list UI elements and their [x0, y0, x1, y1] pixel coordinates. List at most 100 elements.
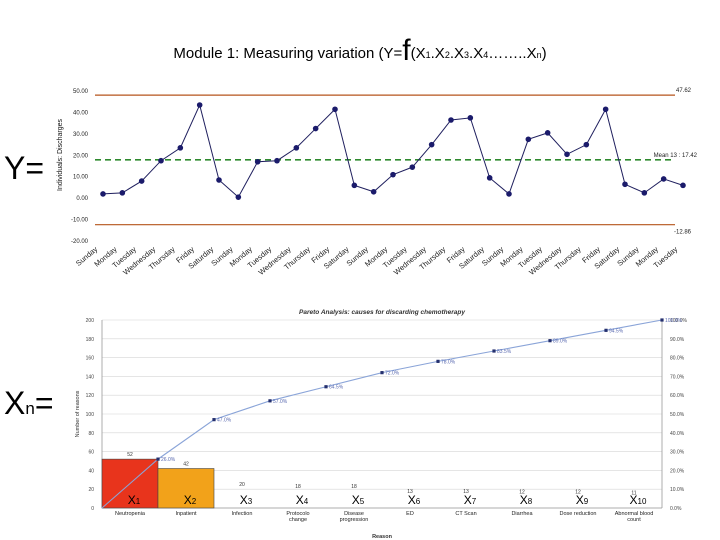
data-point — [409, 164, 416, 170]
y-tick-label: 60 — [88, 450, 94, 456]
x-tick-label: Neutropenia — [115, 511, 146, 517]
x-tick-label-line: Protocolo — [286, 511, 309, 517]
ucl-label: 47.62 — [676, 88, 692, 94]
y-axis-title: Number of reasons — [75, 390, 81, 437]
y-equals-label: Y= — [4, 150, 45, 186]
x-annotation: X4 — [296, 493, 309, 507]
x-tick-label: Diarrhea — [511, 511, 533, 517]
x-annotation: X10 — [630, 493, 647, 507]
x-tick-label-line: Disease — [344, 511, 364, 517]
cumulative-point — [324, 385, 328, 389]
bar-value-label: 52 — [127, 452, 133, 458]
bar-value-label: 18 — [351, 484, 357, 490]
y-tick-label: 40.00 — [73, 110, 89, 116]
y-tick-label: 30.00 — [73, 132, 89, 138]
data-point — [138, 178, 145, 184]
x-tick-label: Dose reduction — [560, 511, 597, 517]
cumulative-point — [436, 359, 440, 363]
data-point — [486, 175, 493, 181]
data-point — [506, 191, 512, 197]
y2-tick-label: 70.0% — [670, 374, 685, 380]
x-annotation-letter: X — [630, 493, 638, 507]
cumulative-label: 94.5% — [609, 328, 624, 334]
data-point — [583, 141, 590, 148]
y-tick-label: 140 — [86, 374, 95, 380]
data-point — [332, 106, 338, 113]
bar-value-label: 11 — [631, 491, 636, 497]
x-tick-label-line: progression — [340, 517, 369, 523]
data-point — [428, 141, 435, 148]
y2-tick-label: 50.0% — [670, 412, 685, 418]
title-close: ) — [541, 45, 547, 62]
x-tick-label-line: change — [289, 517, 307, 523]
x-annotation: X7 — [464, 493, 477, 507]
y-tick-label: 120 — [86, 393, 95, 399]
x-tick-label: Abnormal blood count — [615, 511, 654, 523]
y-tick-label: 20.00 — [73, 153, 89, 159]
x-tick-label-line: count — [627, 517, 641, 523]
title-dots: ……..X — [488, 45, 537, 62]
data-point — [544, 130, 551, 136]
series-line — [102, 103, 684, 198]
x-annotation-sub: 10 — [638, 497, 647, 506]
cumulative-label: 100.0% — [665, 318, 683, 324]
x-annotation-sub: 8 — [528, 497, 533, 506]
y2-tick-label: 90.0% — [670, 337, 685, 343]
data-point — [448, 117, 454, 123]
x-annotation: X1 — [128, 493, 141, 507]
x-annotation: X5 — [352, 493, 365, 507]
y-tick-label: -20.00 — [71, 239, 89, 245]
title-sub3: 3 — [464, 50, 470, 60]
bar-value-label: 13 — [407, 489, 413, 495]
cumulative-point — [604, 328, 608, 332]
data-point — [351, 182, 358, 189]
y-axis-title: Individuals: Discharges — [57, 119, 64, 191]
x-tick-label: CT Scan — [455, 511, 476, 517]
cumulative-point — [548, 339, 552, 343]
lcl-label: -12.86 — [674, 230, 692, 236]
bar-value-label: 18 — [295, 484, 301, 490]
x-axis-title: Reason — [372, 534, 393, 540]
mean-label: Mean 13 : 17.42 — [654, 153, 698, 159]
cumulative-point — [156, 457, 160, 461]
y2-tick-label: 40.0% — [670, 431, 685, 437]
x-annotation: X6 — [408, 493, 421, 507]
data-point — [196, 102, 203, 108]
data-point — [680, 182, 686, 189]
title-subn: n — [536, 50, 542, 60]
y2-tick-label: 20.0% — [670, 468, 685, 474]
title-x3: .X — [449, 45, 465, 62]
y2-tick-label: 10.0% — [670, 487, 685, 493]
title-sub4: 4 — [483, 50, 489, 60]
cumulative-label: 78.0% — [441, 359, 456, 365]
y-tick-label: 20 — [88, 487, 94, 493]
data-point — [641, 190, 648, 196]
y-tick-label: 80 — [88, 431, 94, 437]
title-x4: .X — [469, 45, 484, 62]
cumulative-point — [268, 399, 272, 403]
x-annotation-sub: 9 — [584, 497, 589, 506]
bar-value-label: 42 — [183, 462, 189, 468]
x-tick-label: Disease progression — [340, 511, 369, 523]
x-annotation-letter: X — [464, 493, 472, 507]
y-tick-label: 200 — [86, 318, 95, 324]
data-point — [100, 191, 106, 197]
cumulative-point — [492, 349, 496, 353]
pareto-chart: Pareto Analysis: causes for discarding c… — [75, 309, 688, 540]
x-tick-label: Inpatient — [175, 511, 197, 517]
y-tick-label: 100 — [86, 412, 95, 418]
x-annotation-sub: 1 — [136, 497, 141, 506]
x-annotation-sub: 2 — [192, 497, 197, 506]
y-tick-label: 0 — [91, 506, 94, 512]
y-tick-label: 160 — [86, 356, 95, 362]
control-chart: 50.00 40.00 30.00 20.00 10.00 0.00 -10.00 -20.0… — [57, 88, 698, 277]
xn-x: X — [4, 385, 26, 421]
bar-value-label: 13 — [463, 489, 469, 495]
y-tick-label: 40 — [88, 468, 94, 474]
data-point — [177, 145, 184, 151]
y2-tick-label: 80.0% — [670, 356, 685, 362]
data-point — [254, 158, 261, 165]
title-x2: .X — [430, 45, 445, 62]
y-tick-label: 50.00 — [73, 89, 89, 95]
x-annotation-sub: 7 — [472, 497, 477, 506]
